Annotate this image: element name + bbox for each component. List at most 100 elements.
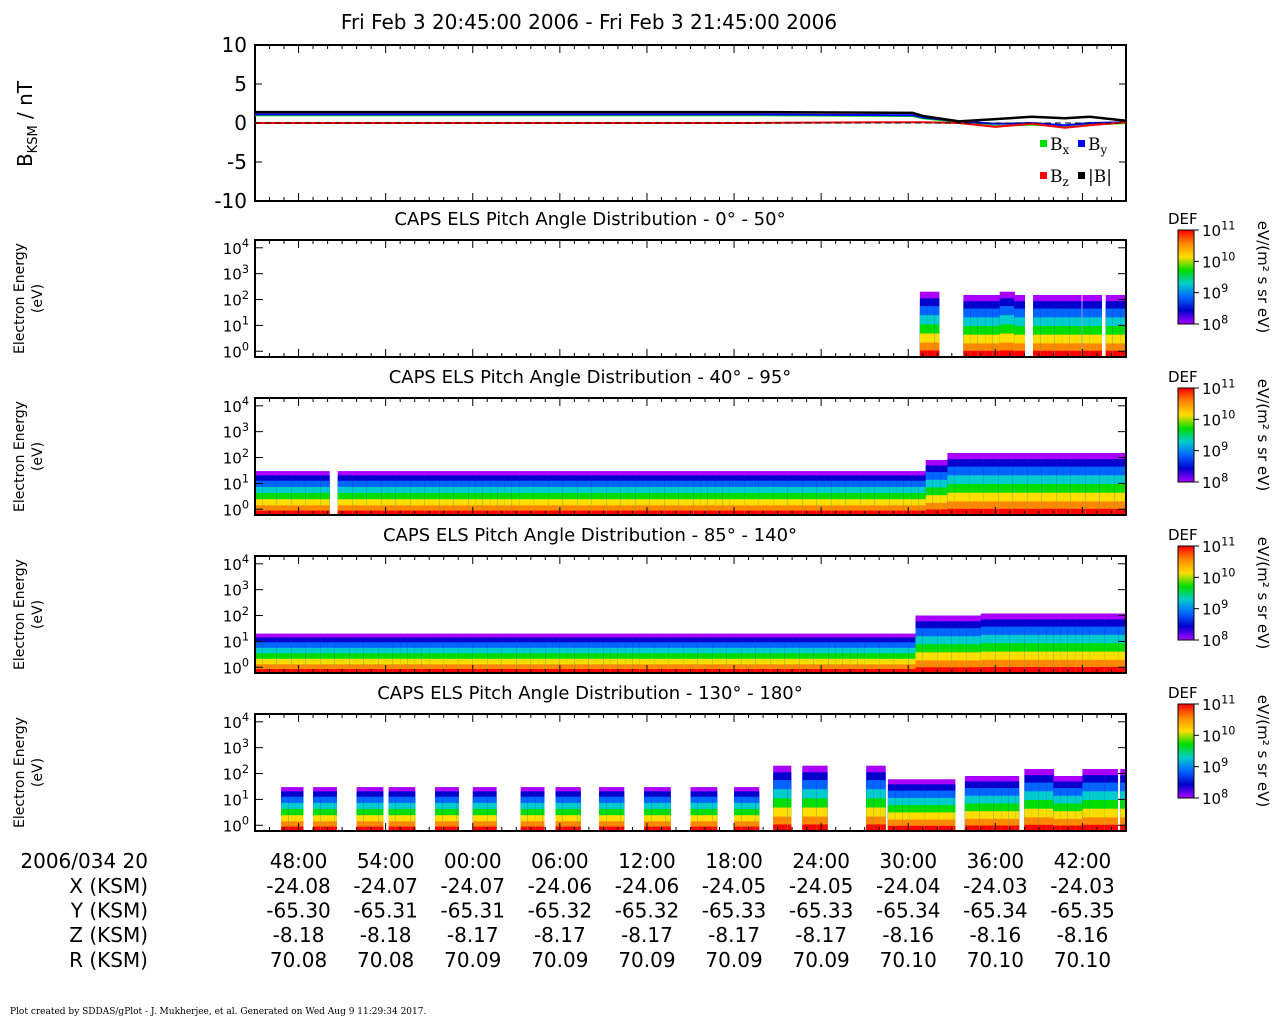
spectrogram-cell [305, 669, 314, 673]
mag-ylabel-sub: KSM [26, 125, 41, 153]
spectrogram-cell [523, 664, 532, 673]
spectrogram-cell [780, 505, 789, 515]
colorbar-tick-label: 1011 [1202, 693, 1235, 714]
spectrogram-cell [356, 826, 365, 831]
spectrogram-cell [1067, 667, 1076, 673]
spectrogram-cell [588, 664, 597, 673]
spectrogram-cell [1063, 501, 1072, 515]
ephemeris-time: 30:00 [879, 849, 937, 873]
spectrogram-cell [758, 505, 767, 515]
spectrogram-cell [475, 510, 484, 515]
spectrogram-cell [842, 669, 851, 673]
spectrogram-cell [334, 669, 343, 673]
spectrogram-cell [722, 505, 731, 515]
spectrogram-cell [866, 816, 875, 831]
colorbar-tick-label: 1011 [1202, 219, 1235, 240]
spectrogram-cell [295, 821, 304, 831]
spectrogram-cell [824, 505, 832, 515]
spectrogram-cell [755, 821, 760, 831]
ephemeris-value: -8.16 [1057, 923, 1109, 947]
spectrogram-cell [993, 825, 1002, 831]
spectrogram-cell [559, 664, 568, 673]
spectrogram-cell [410, 826, 416, 831]
spectrogram-cell [802, 816, 811, 831]
spectrogram-cell [712, 664, 721, 673]
ephemeris-row-label: Y (KSM) [70, 899, 148, 923]
spectrogram-cell [1120, 817, 1127, 831]
spectrogram-cell [690, 821, 699, 831]
spectrogram-cell [567, 669, 575, 673]
spectrogram-cell [378, 821, 384, 831]
spectrogram-cell [334, 826, 337, 831]
spectrogram-cell [1047, 343, 1056, 357]
spectrogram-cell [909, 819, 918, 831]
spectrogram-cell [577, 510, 586, 515]
spectrogram-cell [281, 826, 289, 831]
spectrogram-cell [787, 505, 796, 515]
spectrogram-cell [1024, 667, 1033, 673]
spectrogram-cell [625, 669, 634, 673]
spectrogram-cell [1082, 659, 1091, 673]
spectrogram-cell [697, 664, 706, 673]
spectrogram-cell [979, 825, 988, 831]
ephemeris-value: 70.09 [705, 948, 762, 972]
spectrogram-cell [999, 342, 1008, 357]
spectrogram-cell [446, 505, 455, 515]
spectrogram-cell [777, 669, 786, 673]
spectrogram-cell [1076, 350, 1082, 357]
spectrogram-cell [766, 510, 774, 515]
spectrogram-cell [1020, 501, 1028, 515]
spectrogram-cell [410, 505, 419, 515]
spectrogram-cell [599, 821, 607, 831]
spectrogram-cell [766, 505, 774, 515]
spectrogram-cell [1031, 659, 1040, 673]
spectrogram-cell [1014, 343, 1023, 357]
spectrogram-cell [1005, 501, 1014, 515]
spectrogram-y-tick-label: 104 [223, 237, 249, 258]
spectrogram-y-axis-label: Electron Energy (eV) [12, 401, 46, 512]
spectrogram-y-axis-label: Electron Energy (eV) [12, 243, 46, 354]
spectrogram-cell [1053, 667, 1062, 673]
spectrogram-cell [1046, 824, 1055, 831]
spectrogram-cell [1118, 667, 1127, 673]
spectrogram-cell [784, 669, 793, 673]
spectrogram-cell [392, 669, 401, 673]
spectrogram-cell [1049, 501, 1057, 515]
spectrogram-cell [867, 505, 876, 515]
spectrogram-cell [813, 664, 822, 673]
spectrogram-cell [1097, 659, 1105, 673]
spectrogram-y-tick-label: 101 [223, 631, 249, 652]
spectrogram-cell [356, 664, 365, 673]
spectrogram-cell [934, 342, 940, 357]
spectrogram-cell [697, 826, 706, 831]
spectrogram-cell [1089, 817, 1098, 831]
spectrogram-cell [1031, 817, 1040, 831]
spectrogram-cell [520, 821, 529, 831]
ephemeris-value: -65.35 [1050, 899, 1114, 923]
spectrogram-cell [927, 350, 935, 357]
spectrogram-cell [617, 669, 626, 673]
ephemeris-value: 70.10 [967, 948, 1024, 972]
spectrogram-cell [986, 818, 995, 831]
spectrogram-cell [620, 821, 625, 831]
spectrogram-cell [644, 826, 652, 831]
spectrogram-cell [288, 821, 297, 831]
spectrogram-cell [1076, 343, 1082, 357]
spectrogram-cell [911, 505, 920, 515]
spectrogram-cell [741, 664, 750, 673]
spectrogram-cell [1111, 659, 1120, 673]
spectrogram-cell [276, 669, 285, 673]
spectrogram-cell [930, 667, 938, 673]
spectrogram-cell [1015, 825, 1020, 831]
spectrogram-cell [726, 669, 735, 673]
spectrogram-cell [993, 818, 1002, 831]
spectrogram-cell [284, 669, 292, 673]
spectrogram-cell [1054, 343, 1063, 357]
spectrogram-cell [860, 505, 869, 515]
spectrogram-cell [896, 510, 905, 515]
spectrogram-cell [712, 821, 718, 831]
spectrogram-y-tick-label: 103 [223, 421, 249, 442]
spectrogram-cell [509, 664, 517, 673]
spectrogram-cell [617, 664, 626, 673]
spectrogram-cell [291, 669, 300, 673]
